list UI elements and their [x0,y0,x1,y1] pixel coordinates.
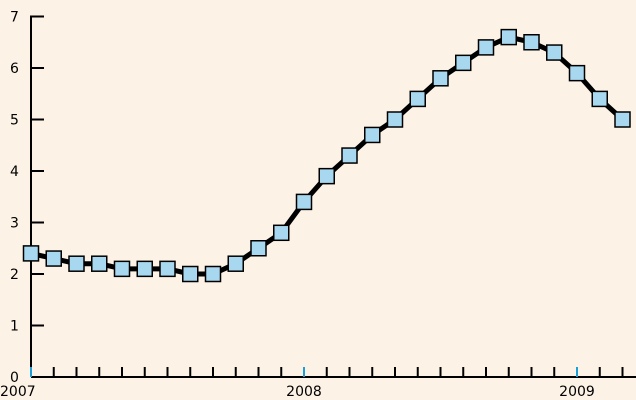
data-point [92,256,107,271]
data-point [251,241,266,256]
data-point [410,91,425,106]
data-point [592,91,607,106]
y-tick-label: 1 [10,319,19,335]
data-point [547,45,562,60]
x-tick-label: 2008 [286,384,322,400]
data-point [433,71,448,86]
data-point [570,66,585,81]
x-tick-label: 2007 [0,384,36,400]
y-tick-label: 4 [10,164,19,180]
y-tick-label: 5 [10,113,19,129]
data-point [319,169,334,184]
data-point [115,261,130,276]
data-point [69,256,84,271]
data-point [479,40,494,55]
data-point [228,256,243,271]
y-tick-label: 3 [10,216,19,232]
data-point [501,30,516,45]
y-tick-label: 7 [10,10,19,26]
x-tick-label: 2009 [559,384,595,400]
data-point [206,267,221,282]
data-point [524,35,539,50]
data-point [456,55,471,70]
data-point [615,112,630,127]
data-point [342,148,357,163]
data-point [46,251,61,266]
data-point [137,261,152,276]
data-point [24,246,39,261]
y-tick-label: 6 [10,61,19,77]
data-point [183,267,198,282]
y-tick-label: 2 [10,267,19,283]
data-point [365,127,380,142]
data-point [160,261,175,276]
data-point [297,194,312,209]
data-point [388,112,403,127]
data-point [274,225,289,240]
